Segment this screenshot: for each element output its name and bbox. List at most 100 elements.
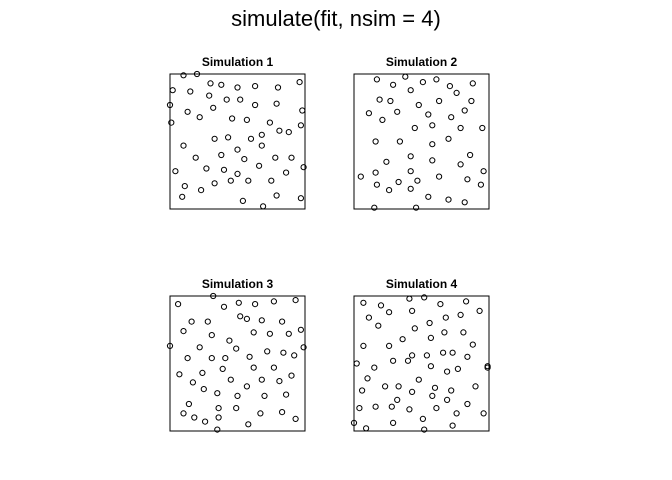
scatter-point	[406, 295, 413, 302]
scatter-point	[448, 387, 455, 394]
scatter-point	[185, 400, 192, 408]
scatter-point	[180, 72, 187, 79]
scatter-point	[404, 357, 412, 364]
scatter-point	[429, 141, 436, 148]
scatter-point	[436, 97, 443, 105]
scatter-point	[243, 116, 250, 124]
scatter-point	[371, 204, 378, 211]
scatter-point	[396, 138, 403, 145]
scatter-point	[214, 426, 221, 433]
scatter-point	[234, 392, 241, 399]
scatter-point	[252, 83, 259, 90]
scatter-point	[180, 410, 187, 417]
scatter-point	[247, 135, 255, 142]
scatter-point	[256, 162, 263, 169]
scatter-point	[208, 355, 215, 362]
scatter-point	[276, 378, 283, 385]
scatter-point	[234, 84, 241, 91]
scatter-point	[468, 97, 475, 105]
scatter-point	[218, 151, 225, 159]
scatter-point	[415, 101, 422, 109]
scatter-point	[245, 177, 252, 184]
scatter-point	[390, 419, 397, 426]
scatter-point	[372, 169, 379, 176]
scatter-point	[214, 390, 221, 397]
scatter-point	[215, 405, 222, 412]
scatter-point	[196, 114, 203, 121]
scatter-point	[436, 173, 443, 180]
scatter-point	[409, 352, 416, 359]
scatter-point	[395, 383, 402, 390]
scatter-point	[258, 142, 265, 149]
scatter-point	[184, 108, 191, 115]
scatter-point	[441, 329, 448, 336]
scatter-point	[189, 379, 196, 386]
scatter-point	[268, 177, 275, 184]
scatter-point	[237, 96, 244, 103]
scatter-point	[386, 187, 393, 194]
scatter-point	[237, 313, 244, 320]
scatter-point	[274, 84, 282, 91]
scatter-point	[357, 173, 364, 180]
scatter-point	[427, 334, 434, 341]
scatter-point	[297, 326, 304, 333]
scatter-point	[184, 355, 191, 362]
scatter-point	[453, 410, 460, 417]
scatter-point	[210, 104, 217, 111]
scatter-point	[415, 376, 422, 383]
scatter-point	[409, 388, 416, 395]
scatter-point	[365, 110, 372, 117]
scatter-point	[276, 127, 283, 134]
scatter-point	[394, 396, 401, 403]
panel-frame	[353, 295, 490, 432]
scatter-point	[166, 342, 174, 349]
scatter-point	[365, 314, 372, 321]
scatter-point	[202, 418, 209, 425]
scatter-point	[280, 349, 287, 356]
panels: Simulation 1 Simulation 2 Simulation 3 Simu…	[166, 55, 491, 433]
scatter-point	[234, 170, 241, 177]
scatter-point	[220, 166, 228, 173]
scatter-point	[258, 317, 265, 324]
scatter-point	[300, 344, 307, 351]
panel-simulation-1: Simulation 1	[166, 55, 307, 210]
scatter-point	[300, 164, 307, 171]
scatter-point	[427, 363, 434, 370]
scatter-point	[461, 199, 468, 206]
scatter-point	[292, 297, 299, 304]
scatter-point	[484, 363, 491, 370]
scatter-point	[179, 193, 186, 200]
scatter-point	[411, 325, 418, 332]
figure-title: simulate(fit, nsim = 4)	[231, 6, 441, 31]
scatter-point	[234, 146, 241, 153]
scatter-point	[353, 360, 360, 367]
scatter-point	[261, 392, 268, 399]
panel-frame	[169, 295, 306, 432]
scatter-point	[394, 108, 401, 115]
scatter-point	[239, 197, 246, 204]
scatter-point	[198, 187, 205, 194]
scatter-point	[360, 299, 367, 306]
scatter-point	[233, 345, 240, 352]
scatter-point	[264, 348, 271, 355]
scatter-point	[480, 410, 487, 417]
scatter-point	[215, 414, 222, 421]
scatter-point	[172, 168, 179, 175]
scatter-point	[454, 365, 461, 372]
scatter-point	[227, 376, 234, 383]
panel-title: Simulation 2	[386, 55, 458, 69]
scatter-point	[444, 396, 451, 403]
scatter-point	[243, 383, 250, 390]
scatter-point	[257, 410, 264, 417]
scatter-point	[448, 114, 455, 121]
scatter-point	[258, 376, 265, 383]
scatter-point	[469, 341, 476, 348]
scatter-point	[379, 116, 386, 124]
scatter-point	[235, 299, 242, 306]
panel-simulation-2: Simulation 2	[353, 55, 490, 211]
scatter-point	[419, 415, 426, 422]
scatter-point	[229, 115, 236, 122]
scatter-point	[222, 355, 229, 362]
scatter-point	[187, 88, 194, 95]
scatter-point	[283, 169, 290, 176]
